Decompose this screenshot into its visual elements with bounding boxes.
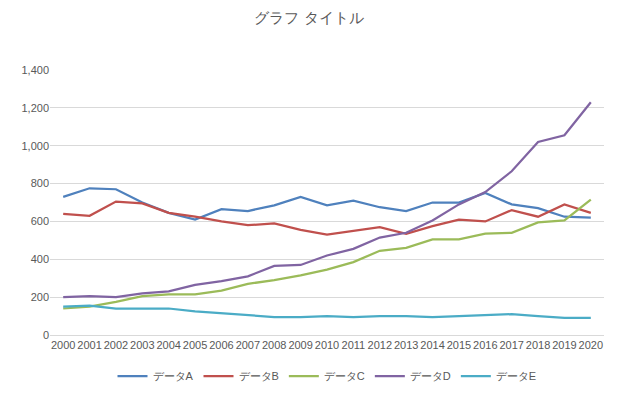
svg-text:データA: データA: [153, 370, 194, 382]
svg-text:2014: 2014: [420, 339, 444, 351]
svg-text:0: 0: [43, 329, 49, 341]
svg-text:200: 200: [31, 291, 49, 303]
svg-text:2010: 2010: [315, 339, 339, 351]
svg-text:2020: 2020: [579, 339, 603, 351]
svg-text:2018: 2018: [526, 339, 550, 351]
svg-text:2006: 2006: [209, 339, 233, 351]
svg-text:2002: 2002: [104, 339, 128, 351]
svg-text:2001: 2001: [77, 339, 101, 351]
svg-text:2009: 2009: [288, 339, 312, 351]
svg-text:2015: 2015: [447, 339, 471, 351]
svg-text:グラフ タイトル: グラフ タイトル: [254, 9, 363, 26]
svg-text:400: 400: [31, 253, 49, 265]
svg-text:2017: 2017: [499, 339, 523, 351]
svg-text:800: 800: [31, 177, 49, 189]
svg-text:2013: 2013: [394, 339, 418, 351]
svg-text:2011: 2011: [342, 339, 366, 351]
svg-text:データC: データC: [324, 370, 365, 382]
svg-text:データE: データE: [496, 370, 536, 382]
svg-text:1,400: 1,400: [21, 64, 49, 76]
svg-text:2019: 2019: [552, 339, 576, 351]
svg-text:2003: 2003: [130, 339, 154, 351]
svg-text:600: 600: [31, 215, 49, 227]
svg-text:データB: データB: [239, 370, 279, 382]
svg-text:2008: 2008: [262, 339, 286, 351]
svg-text:1,000: 1,000: [21, 140, 49, 152]
svg-text:2016: 2016: [473, 339, 497, 351]
svg-text:2012: 2012: [368, 339, 392, 351]
svg-text:2005: 2005: [183, 339, 207, 351]
svg-text:データD: データD: [410, 370, 451, 382]
svg-text:2007: 2007: [236, 339, 260, 351]
svg-text:2004: 2004: [156, 339, 180, 351]
svg-text:1,200: 1,200: [21, 102, 49, 114]
svg-text:2000: 2000: [51, 339, 75, 351]
